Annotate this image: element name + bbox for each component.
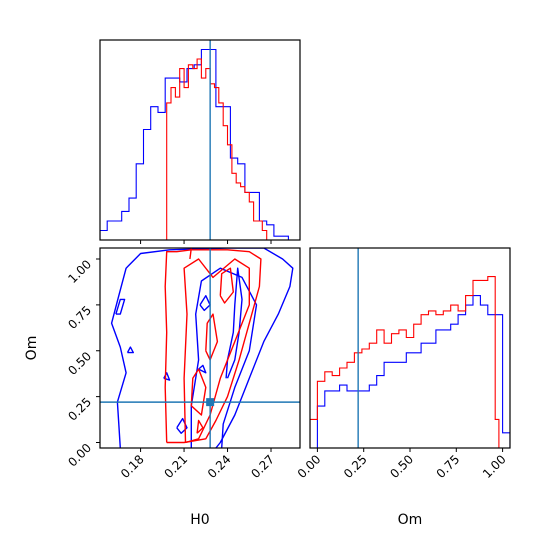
y-tick-label: 0.50	[65, 349, 94, 378]
x-tick-label: 0.21	[161, 452, 190, 481]
plot-area	[310, 248, 510, 448]
red-contour-line	[183, 258, 250, 444]
blue-contour-line	[190, 267, 258, 448]
y-axis-label: Om	[24, 336, 40, 361]
x-tick-label: 0.00	[295, 452, 324, 481]
x-axis-label: Om	[398, 512, 423, 528]
blue-contour-line	[199, 295, 211, 312]
blue-contour-line	[163, 372, 171, 381]
axes-frame	[99, 39, 301, 241]
x-tick-label: 0.75	[434, 452, 463, 481]
blue-contour-line	[126, 346, 134, 354]
blue-contour-line	[225, 267, 243, 379]
plot-area	[100, 248, 300, 448]
y-tick-label: 0.75	[65, 303, 94, 332]
x-tick-label: 0.50	[387, 452, 416, 481]
x-tick-label: 0.18	[118, 452, 147, 481]
y-tick-label: 0.00	[65, 441, 94, 470]
red-histogram-line	[166, 58, 268, 240]
blue-contour-line	[198, 364, 207, 374]
blue-histogram-line	[310, 295, 510, 448]
truth-marker	[206, 398, 215, 407]
h0-om-contour-panel: 0.18 0.21 0.24 0.27 0.00 0.25 0.50 0.75 1.00 H0 Om	[24, 247, 301, 528]
h0-histogram-panel	[99, 39, 301, 244]
plot-area	[100, 40, 296, 240]
x-tick-label: 0.27	[248, 452, 277, 481]
y-tick-label: 0.25	[65, 395, 94, 424]
blue-contour-line	[176, 417, 188, 434]
red-contour-line	[205, 313, 219, 361]
red-contour-line	[189, 248, 192, 260]
axes-frame	[99, 247, 301, 449]
blue-contour-line	[110, 248, 294, 448]
om-histogram-panel: 0.00 0.25 0.50 0.75 1.00 Om	[295, 247, 511, 528]
blue-histogram-line	[100, 48, 296, 240]
y-tick-label: 1.00	[65, 257, 94, 286]
red-contour-line	[196, 419, 204, 434]
x-tick-label: 0.24	[205, 452, 234, 481]
x-tick-label: 1.00	[480, 452, 509, 481]
red-contour-line	[190, 368, 207, 416]
red-histogram-line	[310, 276, 500, 448]
x-tick-label: 0.25	[341, 452, 370, 481]
x-axis-label: H0	[190, 512, 209, 528]
red-contour-line	[164, 249, 262, 444]
axes-frame	[309, 247, 511, 449]
red-contour-line	[219, 267, 234, 304]
blue-contour-line	[115, 298, 126, 315]
